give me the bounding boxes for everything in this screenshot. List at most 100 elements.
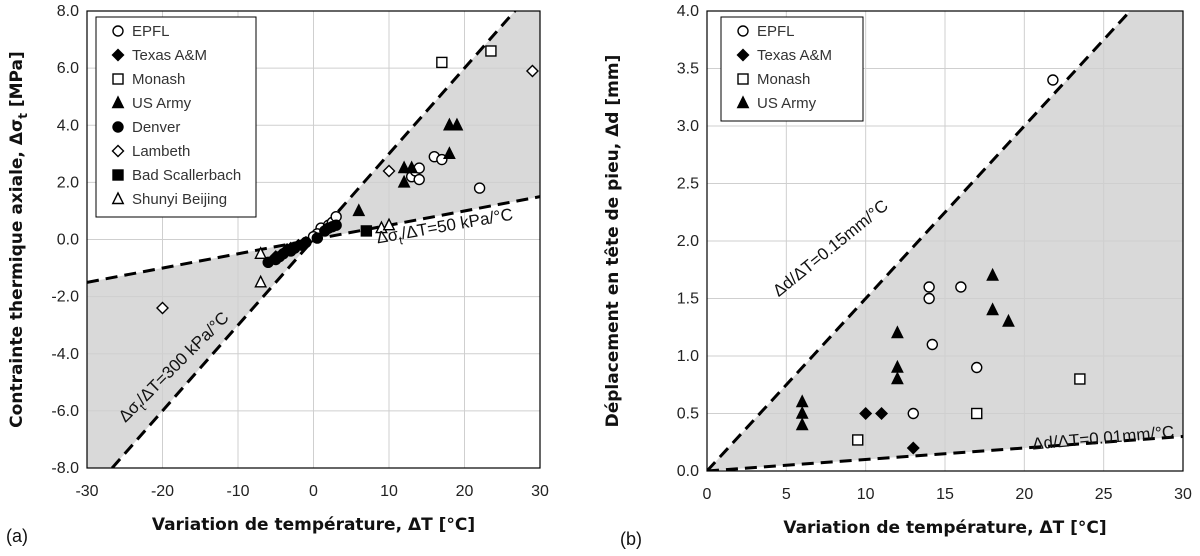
point-epfl [473, 182, 486, 194]
legend-label-us-army: US Army [757, 95, 817, 112]
point-us-army [891, 371, 904, 385]
point-epfl [971, 361, 983, 374]
point-monash [485, 45, 497, 57]
bound-line-lower [707, 435, 1183, 471]
point-us-army [986, 267, 999, 281]
y-tick-label: -2.0 [51, 289, 79, 306]
y-tick-label: 2.5 [677, 176, 699, 193]
legend-marker-texas-a-m [111, 48, 125, 62]
data-points [156, 45, 539, 315]
line-label-upper: Δd/ΔT=0.15mm/°C [769, 196, 892, 300]
legend-label-shunyi-beijing: Shunyi Beijing [132, 191, 227, 208]
y-tick-label: -6.0 [51, 403, 79, 420]
y-tick-label: 0.5 [677, 406, 699, 423]
point-monash [436, 56, 448, 69]
y-tick-label: 2.0 [677, 233, 699, 250]
point-shunyi-beijing [254, 246, 268, 259]
legend-marker-epfl [112, 25, 124, 37]
legend-box [95, 16, 257, 218]
y-tick-label: 0.0 [677, 463, 699, 480]
legend-marker-monash [737, 73, 749, 85]
legend-marker-monash [112, 73, 124, 85]
data-points [795, 74, 1086, 455]
point-us-army [405, 160, 419, 174]
y-tick-label: 1.5 [677, 291, 699, 308]
panel-b-chart: 0 5 10 15 20 25 30 0.0 0.5 1.0 1.5 2.0 2.5 3.0 3.5 4.0 V… [603, 3, 1192, 549]
point-epfl [1047, 74, 1059, 86]
x-tick-label: 25 [1095, 486, 1113, 503]
point-denver [311, 232, 323, 244]
point-monash [1074, 373, 1086, 385]
legend-label-epfl: EPFL [132, 23, 170, 40]
y-axis-label: Contrainte thermique axiale, Δσt [MPa] [7, 51, 30, 428]
legend-label-lambeth: Lambeth [132, 143, 190, 160]
point-epfl [907, 407, 919, 420]
point-epfl [413, 173, 425, 186]
x-tick-label: 5 [782, 486, 791, 503]
point-shunyi-beijing [254, 274, 268, 288]
legend-marker-lambeth [111, 144, 125, 158]
legend-marker-us-army [736, 95, 750, 109]
point-us-army [986, 302, 999, 316]
y-tick-label: 4.0 [57, 117, 79, 134]
legend: EPFL Texas A&M Monash US Army Denver Lambeth B… [95, 16, 257, 218]
point-epfl [955, 281, 967, 293]
x-tick-label: -10 [226, 483, 249, 500]
point-us-army [443, 117, 456, 131]
point-texas-a-m [906, 441, 920, 455]
bound-lines [707, 11, 1183, 471]
y-tick-label: 4.0 [677, 3, 699, 20]
x-tick-label: 20 [456, 483, 474, 500]
plot-frame [86, 10, 541, 469]
legend-label-texas-a-m: Texas A&M [132, 47, 207, 64]
y-tick-label: -8.0 [51, 460, 79, 477]
point-bad-scallerbach [360, 225, 373, 237]
x-axis-label: Variation de température, ΔT [°C] [152, 515, 475, 535]
legend: EPFL Texas A&M Monash US Army [720, 16, 864, 122]
x-tick-label: -20 [151, 483, 174, 500]
x-tick-label: 30 [1174, 486, 1192, 503]
legend-marker-epfl [737, 25, 749, 37]
point-denver [330, 219, 342, 231]
x-tick-label: 20 [1015, 486, 1033, 503]
legend-marker-denver [112, 121, 124, 133]
y-tick-label: 6.0 [57, 60, 79, 77]
y-axis-label: Déplacement en tête de pieu, Δd [mm] [603, 55, 623, 428]
legend-label-epfl: EPFL [757, 23, 795, 40]
legend-label-bad-scallerbach: Bad Scallerbach [132, 167, 241, 184]
point-us-army [397, 160, 411, 174]
y-tick-label: 3.0 [677, 118, 699, 135]
point-epfl [923, 281, 935, 293]
point-epfl [926, 338, 939, 351]
x-tick-label: -30 [75, 483, 98, 500]
point-us-army [352, 203, 366, 217]
point-monash [852, 434, 864, 446]
legend-marker-bad-scallerbach [112, 169, 124, 181]
panel-a-chart: -30 -20 -10 0 10 20 30 -8.0 -6.0 -4.0 -2.0 0.0 2.0 4.… [6, 3, 549, 546]
y-tick-label: 3.5 [677, 61, 699, 78]
x-tick-label: 0 [309, 483, 318, 500]
legend-marker-shunyi-beijing [111, 191, 125, 205]
point-us-army [450, 117, 464, 131]
x-tick-label: 10 [857, 486, 875, 503]
bound-line-upper [707, 11, 1133, 471]
x-tick-label: 10 [380, 483, 398, 500]
point-us-army [1002, 313, 1015, 327]
y-tick-label: 1.0 [677, 348, 699, 365]
point-us-army [891, 325, 904, 339]
panel-letter: (a) [6, 526, 28, 546]
point-monash [971, 407, 983, 420]
point-texas-a-m [875, 407, 889, 420]
legend-marker-texas-a-m [736, 48, 750, 62]
legend-label-monash: Monash [132, 71, 185, 88]
x-axis-label: Variation de température, ΔT [°C] [783, 518, 1106, 538]
panel-letter: (b) [620, 529, 642, 549]
legend-label-texas-a-m: Texas A&M [757, 47, 832, 64]
x-tick-label: 0 [703, 486, 712, 503]
point-us-army [443, 146, 456, 160]
y-tick-label: 8.0 [57, 3, 79, 20]
point-lambeth [525, 64, 539, 78]
point-denver [300, 236, 312, 249]
y-tick-label: 0.0 [57, 232, 79, 249]
